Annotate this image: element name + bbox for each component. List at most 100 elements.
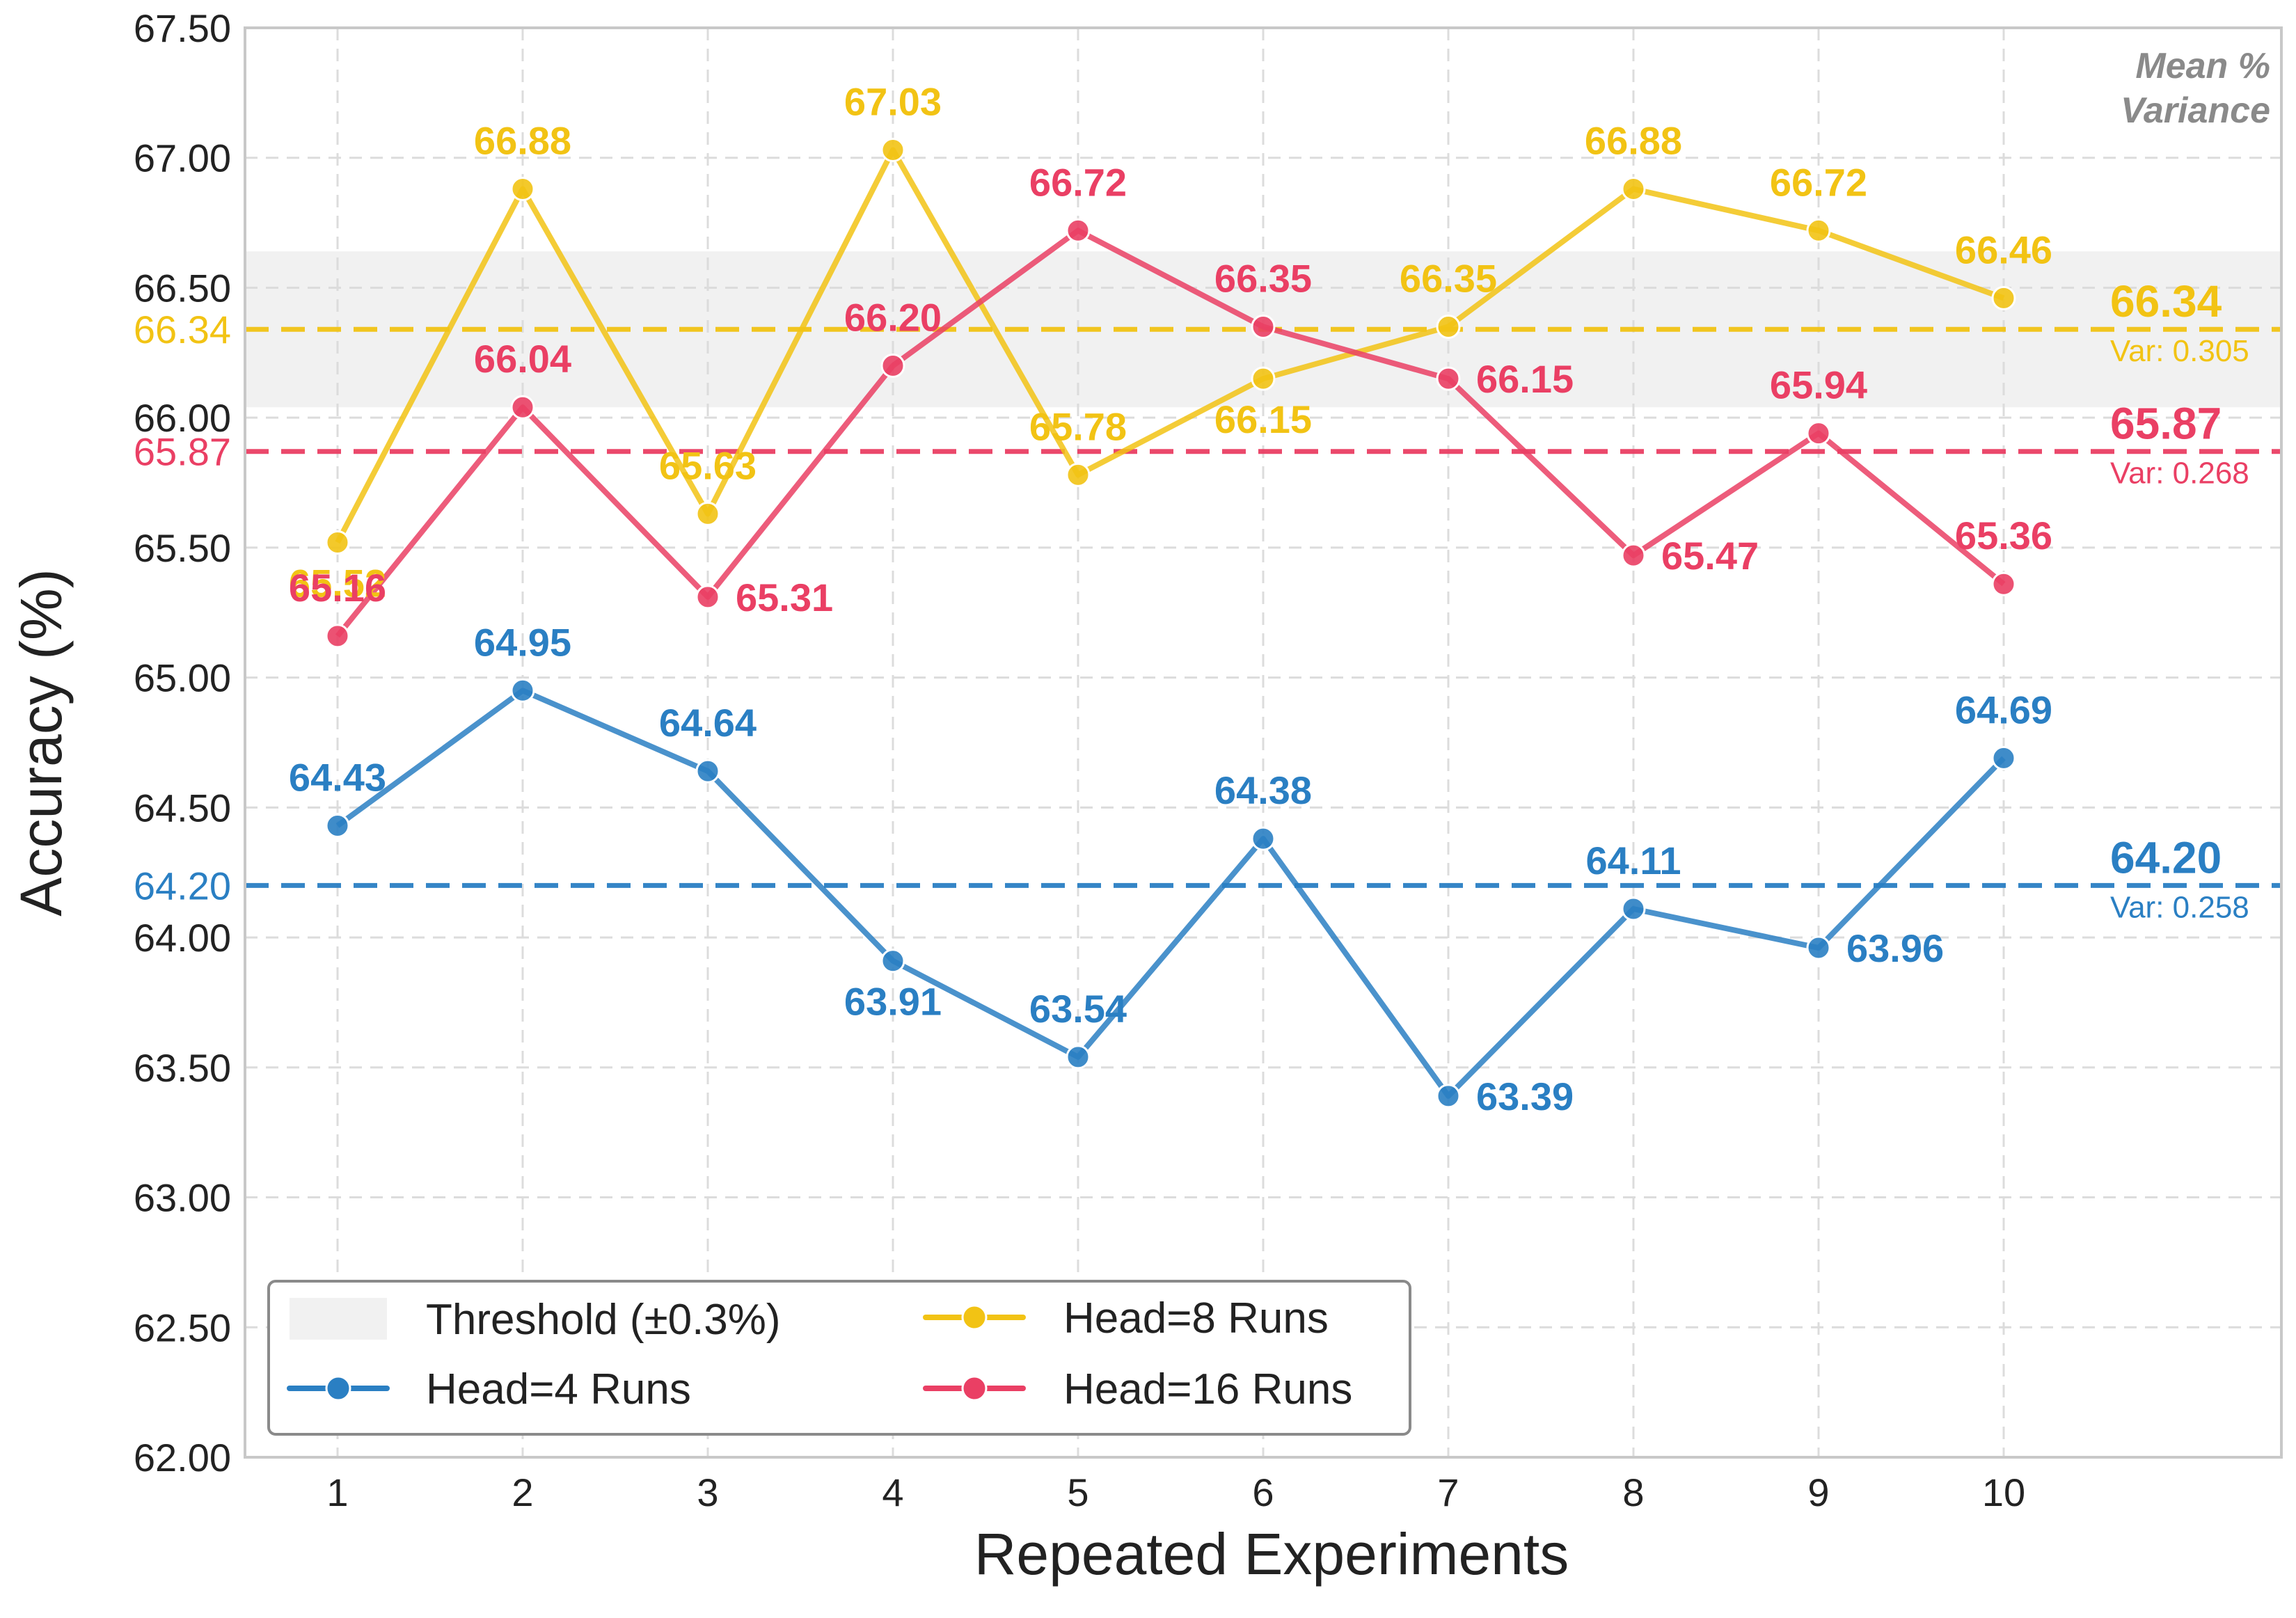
head-4-runs-marker — [1991, 745, 2016, 770]
x-tick-label: 1 — [326, 1470, 348, 1514]
corner-note-line-2: Variance — [2121, 90, 2270, 131]
head-4-runs-mean-value: 64.20 — [2110, 832, 2222, 882]
head-8-runs-data-label: 67.03 — [844, 80, 942, 124]
x-tick-label: 5 — [1067, 1470, 1088, 1514]
x-tick-label: 2 — [512, 1470, 533, 1514]
x-axis-title: Repeated Experiments — [974, 1521, 1569, 1587]
legend-head8-marker — [961, 1304, 988, 1331]
head-16-runs-data-label: 66.35 — [1214, 256, 1312, 300]
x-tick-label: 7 — [1437, 1470, 1459, 1514]
corner-note-line-1: Mean % — [2135, 46, 2270, 86]
legend-head16-marker — [961, 1375, 988, 1402]
head-8-runs-data-label: 66.46 — [1955, 228, 2052, 271]
head-4-runs-marker — [1806, 935, 1831, 960]
head-8-runs-marker — [1436, 314, 1461, 339]
head-8-runs-marker — [1991, 285, 2016, 310]
head-16-runs-data-label: 65.47 — [1661, 534, 1759, 578]
head-8-runs-data-label: 66.15 — [1214, 397, 1312, 441]
head-4-runs-marker — [325, 814, 350, 839]
head-4-runs-data-label: 64.43 — [289, 756, 386, 800]
head-8-runs-mean-value: 66.34 — [2110, 276, 2222, 326]
y-tick-label: 66.50 — [134, 266, 231, 310]
head-4-runs-data-label: 63.91 — [844, 980, 942, 1024]
legend-threshold-swatch — [290, 1298, 387, 1340]
data-labels-layer: 64.20 Var: 0.258 64.43 64.95 64.64 63.91 63.54… — [289, 80, 2249, 1118]
head-16-runs-variance: Var: 0.268 — [2110, 457, 2249, 491]
head-16-runs-data-label: 65.16 — [289, 566, 386, 610]
head-16-runs-marker — [1806, 421, 1831, 446]
legend: Threshold (±0.3%) Head=4 Runs Head=8 Run… — [267, 1280, 1411, 1436]
head-16-runs-marker — [510, 395, 535, 420]
head-16-runs-data-label: 66.04 — [474, 337, 571, 381]
head-8-runs-variance: Var: 0.305 — [2110, 334, 2249, 368]
head-4-runs-line — [335, 688, 2006, 1099]
head-8-runs-marker — [1066, 462, 1091, 487]
head-8-runs-marker — [1251, 366, 1276, 391]
legend-frame — [267, 1280, 1411, 1436]
y-tick-label: 62.50 — [134, 1306, 231, 1349]
x-tick-label: 8 — [1622, 1470, 1644, 1514]
y-tick-label: 65.50 — [134, 526, 231, 570]
head-4-runs-marker — [695, 759, 720, 784]
head-4-runs-marker — [1251, 826, 1276, 851]
y-tick-label: 67.00 — [134, 136, 231, 180]
head-4-runs-marker — [880, 949, 905, 974]
head-8-runs-data-label: 66.35 — [1400, 256, 1497, 300]
head-16-runs-marker — [1436, 366, 1461, 391]
y-tick-label: 63.50 — [134, 1046, 231, 1090]
y-tick-label: 64.50 — [134, 786, 231, 830]
head-4-runs-variance: Var: 0.258 — [2110, 890, 2249, 924]
head-4-runs-data-label: 63.96 — [1846, 926, 1944, 970]
y-tick-label: 67.50 — [134, 6, 231, 50]
head-8-runs-data-label: 66.88 — [474, 119, 571, 163]
head-4-runs-mean-tick-label: 64.20 — [134, 864, 231, 907]
head-16-runs-marker — [1621, 543, 1646, 568]
head-8-runs-marker — [880, 138, 905, 163]
head-8-runs-data-label: 65.52 — [289, 561, 386, 605]
head-4-runs-marker — [1066, 1045, 1091, 1070]
head-4-runs-marker — [1621, 896, 1646, 921]
tick-labels-layer: 62.00 62.50 63.00 63.50 64.00 64.50 65.00 65.50… — [134, 6, 2025, 1514]
head-4-runs-data-label: 64.38 — [1214, 768, 1312, 812]
head-4-runs-data-label: 64.95 — [474, 620, 571, 664]
y-tick-label: 65.00 — [134, 656, 231, 700]
head-16-runs-marker — [695, 585, 720, 610]
head-8-runs-data-label: 66.88 — [1585, 119, 1682, 163]
head-4-runs-data-label: 64.64 — [659, 701, 757, 745]
y-tick-label: 62.00 — [134, 1436, 231, 1480]
y-tick-label: 63.00 — [134, 1176, 231, 1220]
head-8-runs-line — [335, 147, 2005, 544]
plot-frame — [244, 26, 2283, 1459]
legend-head4-label: Head=4 Runs — [426, 1365, 691, 1413]
head-16-runs-marker — [880, 353, 905, 378]
head-16-runs-mean-tick-label: 65.87 — [134, 430, 231, 474]
y-axis-title: Accuracy (%) — [8, 569, 74, 916]
head-4-runs-data-label: 63.54 — [1029, 987, 1127, 1031]
x-tick-label: 10 — [1982, 1470, 2025, 1514]
x-tick-label: 4 — [882, 1470, 903, 1514]
head-16-runs-mean-value: 65.87 — [2110, 399, 2222, 449]
head-8-runs-mean-tick-label: 66.34 — [134, 308, 231, 351]
head-8-runs-data-label: 65.78 — [1029, 404, 1127, 448]
legend-head16-label: Head=16 Runs — [1063, 1365, 1352, 1413]
y-tick-label: 66.00 — [134, 396, 231, 440]
head-8-runs-marker — [325, 530, 350, 555]
head-16-runs-line — [335, 228, 2006, 638]
legend-head8-label: Head=8 Runs — [1063, 1294, 1329, 1342]
head-16-runs-marker — [1991, 571, 2016, 596]
x-tick-label: 3 — [697, 1470, 718, 1514]
head-16-runs-marker — [325, 624, 350, 649]
head-16-runs-data-label: 65.36 — [1955, 514, 2052, 557]
head-16-runs-data-label: 66.72 — [1029, 160, 1127, 204]
head-4-runs-marker — [510, 678, 535, 703]
x-tick-label: 6 — [1252, 1470, 1274, 1514]
head-8-runs-marker — [510, 177, 535, 202]
head-8-runs-data-label: 65.63 — [659, 443, 757, 487]
head-16-runs-marker — [1251, 314, 1276, 339]
head-16-runs-data-label: 66.15 — [1476, 357, 1574, 401]
x-tick-label: 9 — [1807, 1470, 1829, 1514]
head-16-runs-data-label: 66.20 — [844, 295, 942, 339]
head-8-runs-marker — [1806, 218, 1831, 243]
head-16-runs-data-label: 65.94 — [1770, 363, 1867, 407]
